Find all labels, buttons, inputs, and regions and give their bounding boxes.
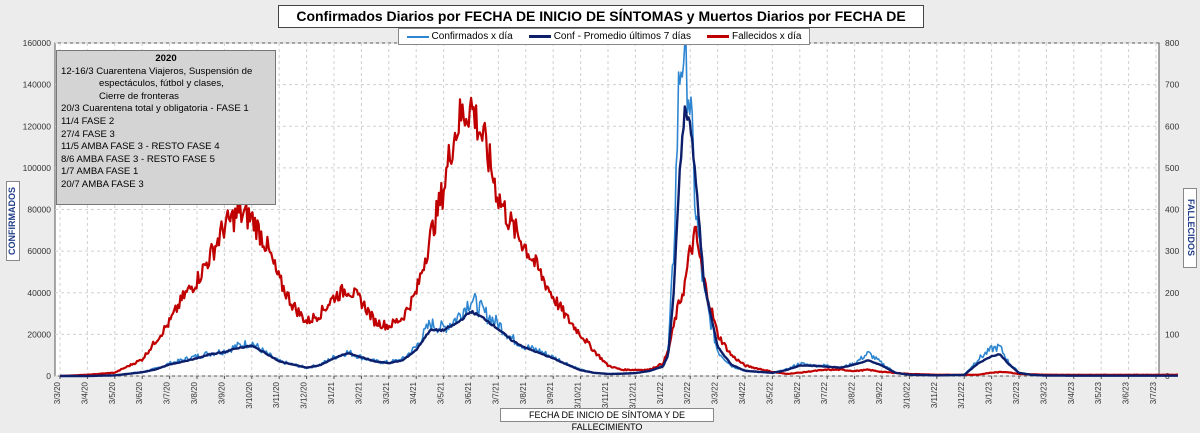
x-tick-label: 3/10/22 (902, 381, 911, 408)
x-tick-label: 3/12/21 (628, 381, 637, 408)
legend-label-promedio: Conf - Promedio últimos 7 días (553, 31, 691, 42)
x-tick-label: 3/11/21 (601, 381, 610, 408)
note-line: 12-16/3 Cuarentena Viajeros, Suspensión … (61, 65, 253, 77)
note-line: 27/4 FASE 3 (61, 128, 115, 140)
legend-swatch-confirmados (406, 35, 429, 38)
y2-tick-label: 100 (1165, 329, 1179, 339)
x-tick-label: 3/4/20 (80, 381, 89, 404)
x-tick-label: 3/6/20 (135, 381, 144, 404)
x-tick-label: 3/3/23 (1039, 381, 1048, 404)
x-tick-label: 3/2/21 (354, 381, 363, 404)
y-tick-label: 120000 (23, 121, 52, 131)
x-tick-label: 3/1/23 (985, 381, 994, 404)
y-tick-label: 80000 (27, 205, 51, 215)
x-tick-label: 3/3/22 (711, 381, 720, 404)
x-tick-label: 3/1/21 (327, 381, 336, 404)
notes-box: 2020 12-16/3 Cuarentena Viajeros, Suspen… (56, 50, 276, 205)
x-tick-label: 3/9/22 (875, 381, 884, 404)
legend-swatch-fallecidos (706, 35, 729, 38)
note-line: 20/7 AMBA FASE 3 (61, 178, 144, 190)
y-axis-left: 0 20000 40000 60000 80000 100000 120000 140000 1… (23, 38, 52, 381)
x-tick-label: 3/8/20 (190, 381, 199, 404)
x-tick-label: 3/10/20 (245, 381, 254, 408)
y2-tick-label: 200 (1165, 288, 1179, 298)
x-tick-label: 3/2/22 (683, 381, 692, 404)
x-tick-label: 3/3/20 (53, 381, 62, 404)
legend: Confirmados x día Conf - Promedio último… (398, 28, 810, 45)
x-tick-label: 3/9/21 (546, 381, 555, 404)
y2-tick-label: 400 (1165, 205, 1179, 215)
x-tick-label: 3/12/22 (957, 381, 966, 408)
x-tick-label: 3/10/21 (574, 381, 583, 408)
y2-tick-label: 700 (1165, 80, 1179, 90)
y-tick-label: 40000 (27, 288, 51, 298)
y-tick-label: 20000 (27, 329, 51, 339)
x-tick-label: 3/7/23 (1149, 381, 1158, 404)
x-tick-label: 3/6/23 (1122, 381, 1131, 404)
y-tick-label: 0 (46, 371, 51, 381)
x-axis: 3/3/20 3/4/20 3/5/20 3/6/20 3/7/20 3/8/20 3/9/… (53, 376, 1158, 409)
y2-tick-label: 800 (1165, 38, 1179, 48)
x-tick-label: 3/4/22 (738, 381, 747, 404)
chart-title: Confirmados Diarios por FECHA DE INICIO … (278, 5, 924, 45)
x-tick-label: 3/12/20 (300, 381, 309, 408)
x-tick-label: 3/3/21 (382, 381, 391, 404)
y-axis-label-right: FALLECIDOS (1183, 188, 1197, 268)
x-tick-label: 3/8/22 (848, 381, 857, 404)
note-line: Cierre de fronteras (99, 90, 179, 102)
x-tick-label: 3/6/22 (793, 381, 802, 404)
x-tick-label: 3/4/23 (1067, 381, 1076, 404)
x-tick-label: 3/5/21 (437, 381, 446, 404)
note-line: 11/4 FASE 2 (61, 115, 115, 127)
x-tick-label: 3/7/20 (163, 381, 172, 404)
notes-title: 2020 (155, 53, 177, 64)
y-tick-label: 60000 (27, 246, 51, 256)
x-tick-label: 3/6/21 (464, 381, 473, 404)
note-line: 20/3 Cuarentena total y obligatoria - FA… (61, 103, 249, 115)
legend-item-promedio: Conf - Promedio últimos 7 días (528, 31, 691, 42)
x-tick-label: 3/2/23 (1012, 381, 1021, 404)
x-tick-label: 3/9/20 (217, 381, 226, 404)
x-tick-label: 3/5/22 (765, 381, 774, 404)
y-tick-label: 100000 (23, 163, 52, 173)
note-line: espectáculos, fútbol y clases, (99, 78, 224, 90)
x-tick-label: 3/1/22 (656, 381, 665, 404)
y-axis-label-left: CONFIRMADOS (6, 181, 20, 261)
chart-page: 0 20000 40000 60000 80000 100000 120000 140000 1… (6, 5, 1197, 432)
x-axis-label: FECHA DE INICIO DE SÍNTOMA Y DE FALLECIM… (500, 408, 714, 432)
y2-tick-label: 600 (1165, 121, 1179, 131)
legend-label-confirmados: Confirmados x día (431, 31, 513, 42)
series-promedio-line (60, 105, 1178, 378)
x-tick-label: 3/5/23 (1094, 381, 1103, 404)
x-tick-label: 3/11/22 (930, 381, 939, 408)
legend-swatch-promedio (528, 35, 551, 38)
note-line: 8/6 AMBA FASE 3 - RESTO FASE 5 (61, 153, 215, 165)
y-tick-label: 140000 (23, 80, 52, 90)
x-tick-label: 3/7/21 (491, 381, 500, 404)
y-tick-label: 160000 (23, 38, 52, 48)
note-line: 11/5 AMBA FASE 3 - RESTO FASE 4 (61, 141, 220, 153)
legend-item-confirmados: Confirmados x día (406, 31, 513, 42)
x-tick-label: 3/5/20 (108, 381, 117, 404)
y2-tick-label: 300 (1165, 246, 1179, 256)
legend-label-fallecidos: Fallecidos x día (731, 31, 802, 42)
legend-item-fallecidos: Fallecidos x día (706, 31, 802, 42)
note-line: 1/7 AMBA FASE 1 (61, 166, 139, 178)
x-tick-label: 3/11/20 (272, 381, 281, 408)
x-tick-label: 3/7/22 (820, 381, 829, 404)
x-tick-label: 3/4/21 (409, 381, 418, 404)
x-tick-label: 3/8/21 (519, 381, 528, 404)
y2-tick-label: 500 (1165, 163, 1179, 173)
